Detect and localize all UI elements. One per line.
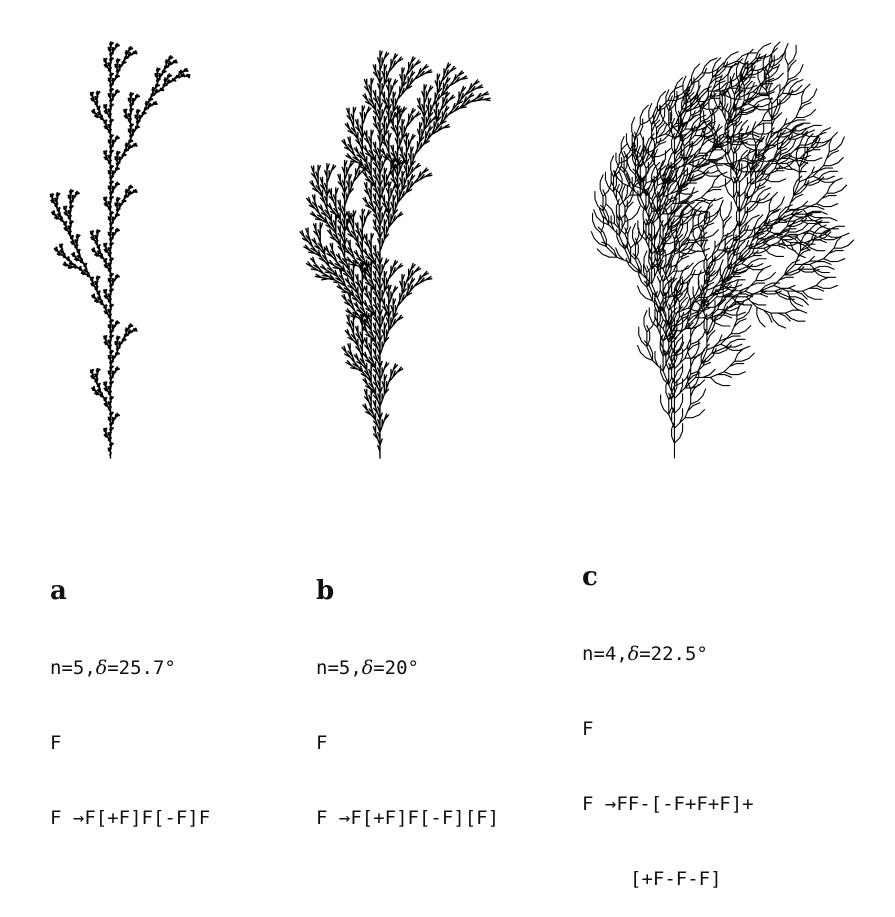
- n-value-b: n=5,: [316, 657, 362, 679]
- caption-b: b n=5,δ=20° F F →F[+F]F[-F][F]: [316, 526, 499, 856]
- plant-c-branches: [590, 41, 855, 459]
- plant-b-branches: [299, 50, 491, 459]
- n-value-a: n=5,: [50, 657, 96, 679]
- plant-c-drawing: [590, 41, 855, 459]
- axiom-b: F: [316, 732, 328, 754]
- plant-a-drawing: [49, 41, 191, 459]
- caption-c: c n=4,δ=22.5° F F →FF-[-F+F+F]+ [+F-F-F]: [582, 512, 754, 917]
- lsystem-plants-figure: [49, 41, 855, 459]
- plant-b-drawing: [299, 50, 491, 459]
- delta-symbol-b: δ: [361, 657, 374, 679]
- params-c: n=4,δ=22.5°: [582, 642, 754, 667]
- panel-label-b: b: [316, 576, 335, 606]
- params-b: n=5,δ=20°: [316, 656, 499, 681]
- plant-a-branches: [49, 41, 191, 459]
- rule-c-line1: F →FF-[-F+F+F]+: [582, 793, 754, 815]
- axiom-c: F: [582, 718, 594, 740]
- panel-label-c: c: [582, 562, 598, 592]
- caption-a: a n=5,δ=25.7° F F →F[+F]F[-F]F: [50, 526, 210, 856]
- delta-value-c: =22.5°: [639, 643, 708, 665]
- delta-value-b: =20°: [373, 657, 419, 679]
- rule-b: F →F[+F]F[-F][F]: [316, 807, 500, 829]
- panel-label-a: a: [50, 576, 67, 606]
- delta-symbol-a: δ: [95, 657, 108, 679]
- delta-value-a: =25.7°: [107, 657, 176, 679]
- params-a: n=5,δ=25.7°: [50, 656, 210, 681]
- rule-a: F →F[+F]F[-F]F: [50, 807, 211, 829]
- n-value-c: n=4,: [582, 643, 628, 665]
- rule-c-line2: [+F-F-F]: [630, 868, 722, 890]
- axiom-a: F: [50, 732, 62, 754]
- delta-symbol-c: δ: [627, 643, 640, 665]
